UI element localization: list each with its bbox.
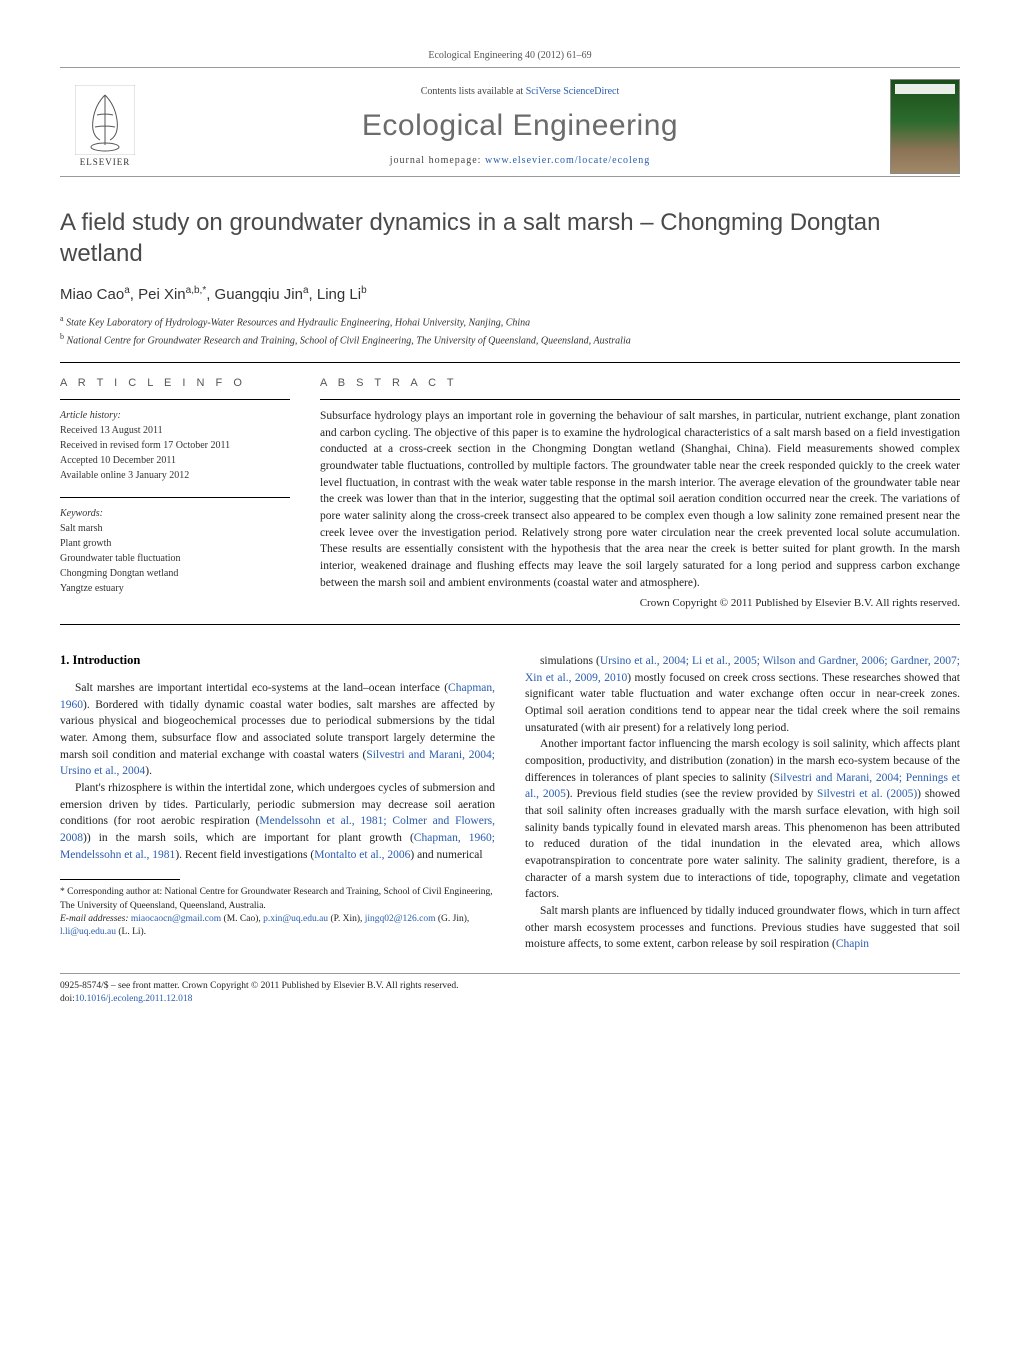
affiliations: a State Key Laboratory of Hydrology-Wate… (60, 313, 960, 348)
homepage-prefix: journal homepage: (390, 155, 485, 166)
body-paragraph: simulations (Ursino et al., 2004; Li et … (525, 653, 960, 736)
keywords-label: Keywords: (60, 506, 290, 521)
body-paragraph: Plant's rhizosphere is within the intert… (60, 780, 495, 863)
keyword-item: Plant growth (60, 536, 290, 551)
article-title: A field study on groundwater dynamics in… (60, 207, 960, 269)
received-date: Received 13 August 2011 (60, 423, 290, 438)
abstract-label: A B S T R A C T (320, 377, 960, 389)
banner-center: Contents lists available at SciVerse Sci… (150, 86, 890, 166)
page-footer: 0925-8574/$ – see front matter. Crown Co… (60, 973, 960, 1007)
journal-name: Ecological Engineering (160, 109, 880, 143)
publisher-logo: ELSEVIER (60, 76, 150, 176)
body-right-text: simulations (Ursino et al., 2004; Li et … (525, 653, 960, 953)
corresponding-author: * Corresponding author at: National Cent… (60, 886, 495, 913)
article-info-column: A R T I C L E I N F O Article history: R… (60, 377, 290, 610)
contents-lists-line: Contents lists available at SciVerse Sci… (160, 86, 880, 97)
body-paragraph: Another important factor influencing the… (525, 736, 960, 903)
history-label: Article history: (60, 408, 290, 423)
online-date: Available online 3 January 2012 (60, 468, 290, 483)
page-root: Ecological Engineering 40 (2012) 61–69 E… (0, 0, 1020, 1047)
info-divider-1 (60, 399, 290, 400)
divider-bottom (60, 624, 960, 625)
footnote-separator (60, 879, 180, 880)
body-right-column: simulations (Ursino et al., 2004; Li et … (525, 653, 960, 953)
abstract-divider (320, 399, 960, 400)
journal-cover-thumb (890, 79, 960, 174)
keyword-item: Groundwater table fluctuation (60, 551, 290, 566)
doi-prefix: doi: (60, 994, 75, 1004)
keyword-item: Salt marsh (60, 521, 290, 536)
sciencedirect-link[interactable]: SciVerse ScienceDirect (526, 86, 620, 97)
running-head: Ecological Engineering 40 (2012) 61–69 (60, 50, 960, 61)
article-history: Article history: Received 13 August 2011… (60, 408, 290, 483)
journal-homepage-link[interactable]: www.elsevier.com/locate/ecoleng (485, 155, 650, 166)
email-label: E-mail addresses: (60, 914, 129, 924)
doi-line: doi:10.1016/j.ecoleng.2011.12.018 (60, 993, 960, 1006)
journal-banner: ELSEVIER Contents lists available at Sci… (60, 67, 960, 177)
accepted-date: Accepted 10 December 2011 (60, 453, 290, 468)
revised-date: Received in revised form 17 October 2011 (60, 438, 290, 453)
doi-link[interactable]: 10.1016/j.ecoleng.2011.12.018 (75, 994, 193, 1004)
authors-line: Miao Caoa, Pei Xina,b,*, Guangqiu Jina, … (60, 285, 960, 303)
footnotes: * Corresponding author at: National Cent… (60, 886, 495, 939)
section-heading-intro: 1. Introduction (60, 653, 495, 668)
body-paragraph: Salt marsh plants are influenced by tida… (525, 903, 960, 953)
body-left-text: Salt marshes are important intertidal ec… (60, 680, 495, 863)
info-abstract-row: A R T I C L E I N F O Article history: R… (60, 363, 960, 624)
body-paragraph: Salt marshes are important intertidal ec… (60, 680, 495, 780)
body-columns: 1. Introduction Salt marshes are importa… (60, 653, 960, 953)
journal-homepage-line: journal homepage: www.elsevier.com/locat… (160, 155, 880, 166)
email-link[interactable]: miaocaocn@gmail.com (131, 914, 221, 924)
email-link[interactable]: jingq02@126.com (365, 914, 436, 924)
abstract-column: A B S T R A C T Subsurface hydrology pla… (320, 377, 960, 610)
email-addresses: E-mail addresses: miaocaocn@gmail.com (M… (60, 913, 495, 940)
keyword-item: Chongming Dongtan wetland (60, 566, 290, 581)
keywords-list: Salt marshPlant growthGroundwater table … (60, 521, 290, 596)
contents-prefix: Contents lists available at (421, 86, 526, 97)
keyword-item: Yangtze estuary (60, 581, 290, 596)
body-left-column: 1. Introduction Salt marshes are importa… (60, 653, 495, 953)
abstract-copyright: Crown Copyright © 2011 Published by Else… (320, 597, 960, 609)
elsevier-tree-icon (75, 85, 135, 155)
email-link[interactable]: p.xin@uq.edu.au (263, 914, 328, 924)
abstract-text: Subsurface hydrology plays an important … (320, 408, 960, 591)
keywords-block: Keywords: Salt marshPlant growthGroundwa… (60, 506, 290, 596)
email-link[interactable]: l.li@uq.edu.au (60, 927, 116, 937)
info-divider-2 (60, 497, 290, 498)
publisher-name: ELSEVIER (80, 157, 131, 167)
issn-line: 0925-8574/$ – see front matter. Crown Co… (60, 980, 960, 993)
article-info-label: A R T I C L E I N F O (60, 377, 290, 389)
